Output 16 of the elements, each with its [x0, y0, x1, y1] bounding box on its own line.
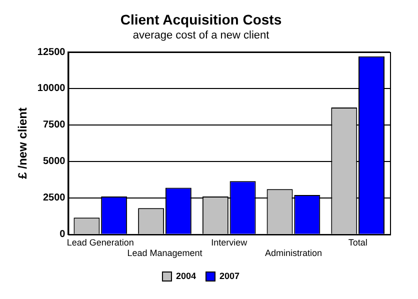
- chart-subtitle: average cost of a new client: [132, 29, 270, 42]
- chart-title: Client Acquisition Costs: [120, 11, 282, 28]
- x-tick-label: Total: [348, 237, 368, 248]
- y-tick-label: 5000: [42, 156, 66, 168]
- x-tick-label: Interview: [211, 237, 248, 248]
- x-tick-label: Lead Generation: [66, 237, 134, 248]
- y-tick-label: 0: [60, 229, 66, 240]
- y-axis-title: £ /new client: [16, 108, 30, 179]
- y-tick-label: 12500: [37, 46, 66, 58]
- legend-label: 2004: [176, 270, 196, 281]
- legend-label: 2007: [220, 270, 240, 281]
- x-tick-label: Administration: [264, 248, 322, 258]
- x-tick-label: Lead Management: [127, 248, 203, 258]
- y-tick-label: 7500: [42, 120, 66, 131]
- y-tick-label: 10000: [37, 83, 66, 94]
- y-tick-label: 2500: [42, 192, 66, 204]
